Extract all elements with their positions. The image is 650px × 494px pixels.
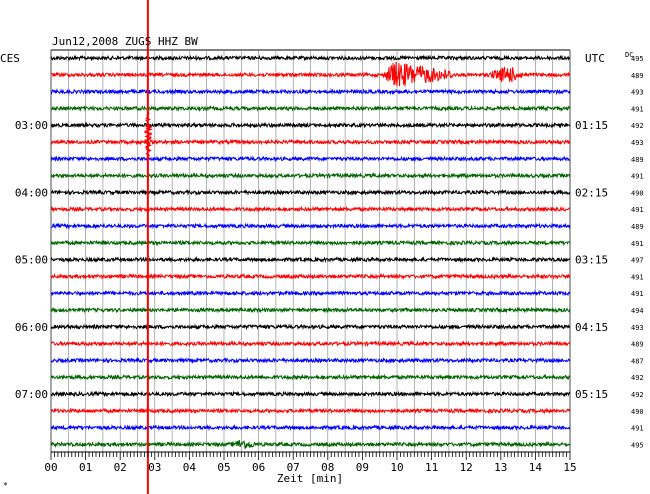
seismic-trace	[50, 256, 571, 264]
seismic-traces	[50, 0, 571, 494]
x-tick-label: 02	[114, 461, 127, 474]
dc-value: 491	[631, 105, 644, 113]
dc-value: 495	[631, 441, 644, 449]
dc-column-label: DC	[625, 51, 633, 59]
dc-value: 493	[631, 139, 644, 147]
x-tick-label: 06	[252, 461, 265, 474]
grid	[50, 49, 571, 452]
dc-value: 493	[631, 324, 644, 332]
seismic-trace	[50, 424, 571, 432]
x-tick-label: 08	[321, 461, 334, 474]
seismic-trace	[50, 407, 571, 415]
seismic-trace	[50, 439, 571, 449]
right-time-label: 03:15	[575, 254, 608, 267]
dc-value: 491	[631, 425, 644, 433]
marker-spike	[144, 108, 154, 193]
seismic-trace	[50, 138, 571, 146]
dc-value: 489	[631, 223, 644, 231]
footer-mark: *	[3, 481, 8, 490]
seismic-trace	[50, 61, 571, 87]
seismic-trace	[51, 323, 571, 331]
left-time-label: 05:00	[15, 254, 48, 267]
left-time-label: 03:00	[15, 119, 48, 132]
x-tick-label: 00	[44, 461, 57, 474]
seismic-trace	[50, 289, 571, 297]
dc-value: 491	[631, 273, 644, 281]
x-tick-label: 01	[79, 461, 92, 474]
dc-value: 491	[631, 206, 644, 214]
dc-value: 487	[631, 357, 644, 365]
chart-title: Jun12,2008 ZUGS HHZ BW	[52, 35, 198, 48]
seismic-trace	[50, 172, 571, 180]
seismic-trace	[50, 373, 571, 381]
x-tick-label: 10	[390, 461, 403, 474]
seismic-trace	[50, 306, 571, 314]
dc-value: 489	[631, 341, 644, 349]
right-time-label: 02:15	[575, 186, 608, 199]
right-time-label: 01:15	[575, 119, 608, 132]
dc-value: 494	[631, 307, 644, 315]
right-timezone-label: UTC	[585, 52, 605, 65]
seismic-trace	[50, 272, 571, 280]
x-tick-label: 09	[356, 461, 369, 474]
x-tick-label: 14	[529, 461, 543, 474]
dc-value: 495	[631, 55, 644, 63]
x-axis: 00 01 02 03 04 05 06 07 08 09 10 11 12 13 14 15	[44, 451, 577, 474]
x-tick-label: 12	[460, 461, 473, 474]
right-time-label: 04:15	[575, 321, 608, 334]
seismic-trace	[50, 121, 571, 129]
dc-value: 492	[631, 122, 644, 130]
dc-value: 489	[631, 156, 644, 164]
dc-value: 491	[631, 290, 644, 298]
x-tick-label: 04	[183, 461, 197, 474]
x-tick-label: 15	[563, 461, 576, 474]
dc-value: 492	[631, 391, 644, 399]
seismic-trace	[50, 87, 571, 96]
seismic-trace	[50, 239, 571, 247]
x-tick-label: 05	[217, 461, 230, 474]
dc-value: 492	[631, 374, 644, 382]
x-axis-label: Zeit [min]	[277, 472, 343, 485]
dc-value: 491	[631, 173, 644, 181]
left-time-label: 07:00	[15, 388, 48, 401]
dc-value: 497	[631, 257, 644, 265]
seismic-trace	[50, 222, 571, 230]
x-tick-label: 07	[287, 461, 300, 474]
seismic-trace	[50, 155, 571, 163]
seismic-trace	[50, 188, 571, 197]
seismic-trace	[50, 104, 571, 113]
seismic-trace	[50, 340, 571, 348]
dc-value: 491	[631, 240, 644, 248]
dc-value: 493	[631, 89, 644, 97]
dc-value: 490	[631, 408, 644, 416]
seismic-trace	[50, 205, 571, 213]
right-time-label: 05:15	[575, 388, 608, 401]
labels: 495 489 493 491 492 493 489 491 490 491 489 491 497 4…	[15, 55, 644, 449]
dc-value: 489	[631, 72, 644, 80]
x-tick-label: 13	[494, 461, 507, 474]
x-tick-label: 03	[148, 461, 161, 474]
left-timezone-label: CES	[0, 52, 20, 65]
seismic-trace	[50, 356, 571, 365]
seismic-trace	[50, 54, 571, 62]
left-time-label: 04:00	[15, 186, 48, 199]
x-tick-label: 11	[425, 461, 438, 474]
seismic-trace	[50, 390, 571, 398]
left-time-label: 06:00	[15, 321, 48, 334]
dc-value: 490	[631, 189, 644, 197]
